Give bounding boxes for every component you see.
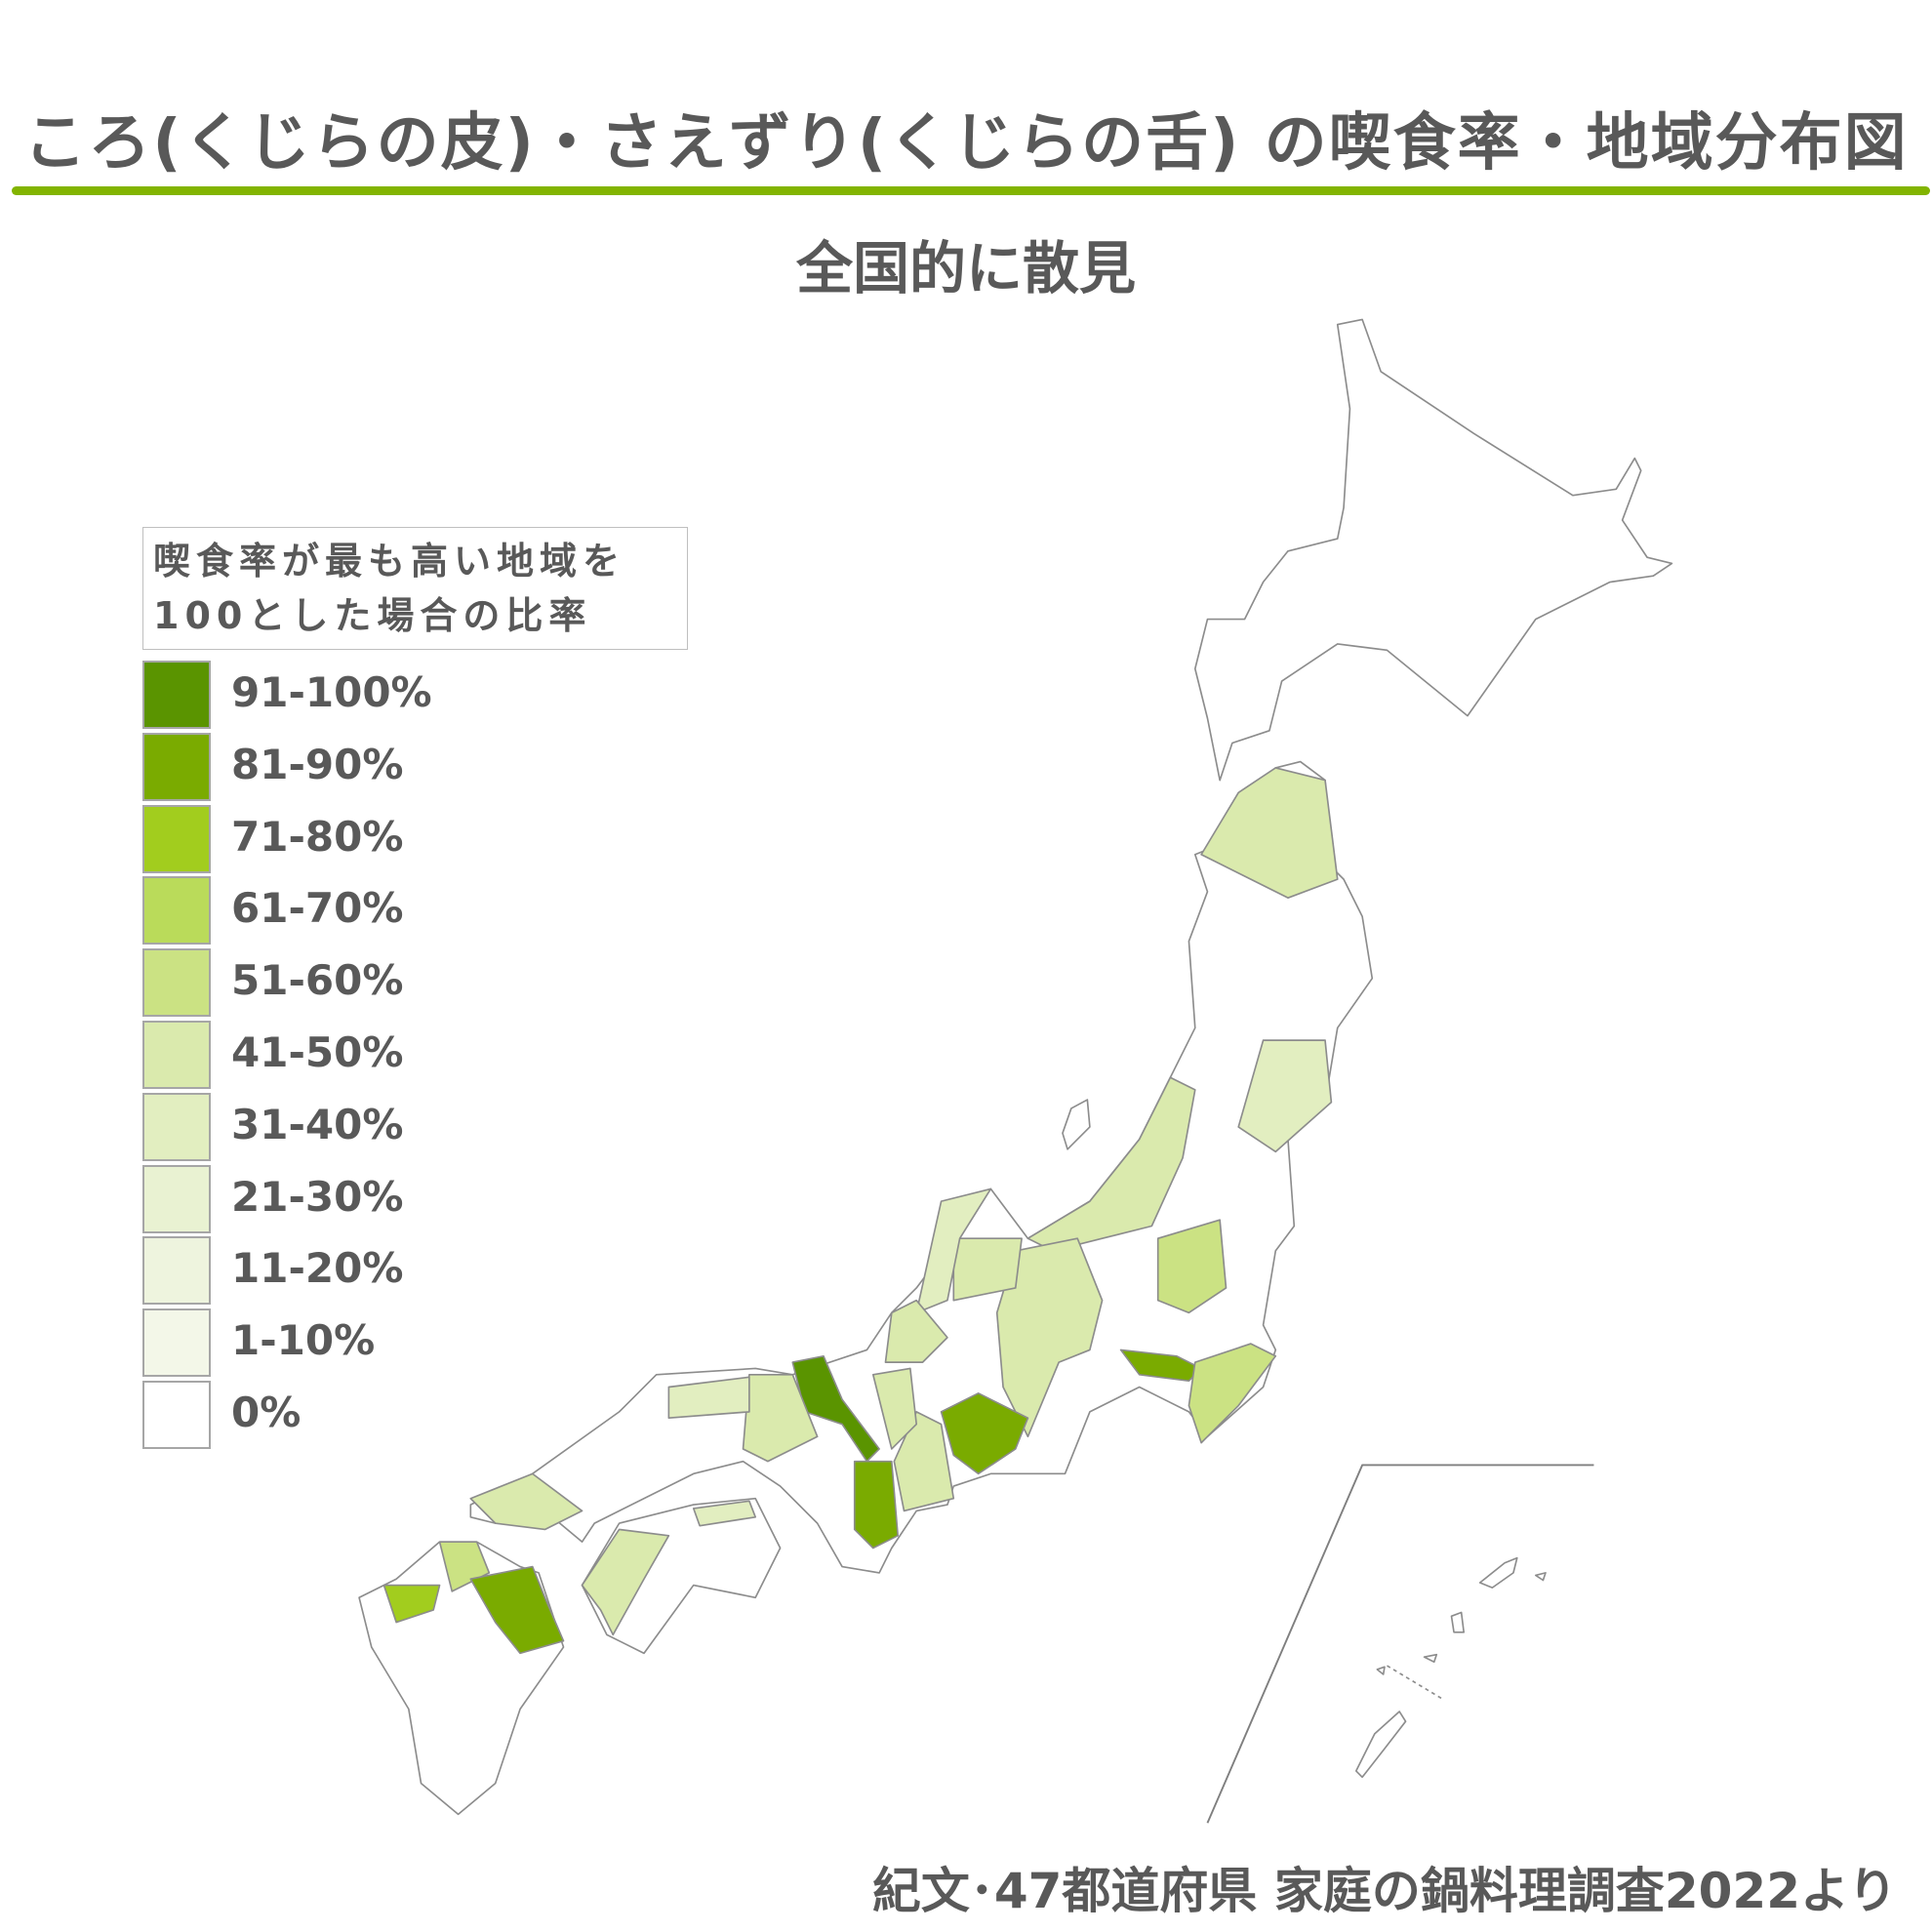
prefecture-mie (893, 1411, 955, 1512)
legend-swatch (142, 1381, 211, 1449)
legend-item: 91-100% (142, 661, 630, 733)
legend-label: 31-40% (231, 1100, 404, 1148)
prefecture-miyagi (1237, 1039, 1333, 1153)
legend-swatch (142, 732, 211, 801)
title-divider (12, 186, 1930, 195)
legend-label: 81-90% (231, 740, 404, 788)
legend-title-line2: 100とした場合の比率 (153, 594, 592, 637)
prefecture-ehime (581, 1528, 670, 1636)
prefecture-hyogo (742, 1373, 819, 1463)
legend-label: 71-80% (231, 812, 404, 861)
legend-label: 91-100% (231, 668, 432, 716)
prefecture-toyama (952, 1237, 1023, 1302)
legend-swatch (142, 661, 211, 729)
legend-title: 喫食率が最も高い地域を 100とした場合の比率 (142, 527, 688, 650)
legend-item: 41-50% (142, 1021, 630, 1093)
legend-label: 11-20% (231, 1244, 404, 1293)
prefecture-tottori (667, 1376, 750, 1420)
legend-item: 71-80% (142, 804, 630, 877)
prefecture-ishikawa (915, 1187, 992, 1314)
legend-swatch (142, 876, 211, 946)
inset-dashed-line (1387, 1665, 1444, 1701)
prefecture-nagano (995, 1237, 1104, 1438)
legend-item: 0% (142, 1381, 630, 1453)
prefecture-niigata (1026, 1076, 1196, 1252)
prefecture-yamaguchi (469, 1472, 584, 1531)
legend-label: 51-60% (231, 956, 404, 1005)
prefecture-tochigi (1156, 1219, 1228, 1314)
legend-title-line1: 喫食率が最も高い地域を (153, 540, 626, 583)
prefecture-oita (469, 1565, 565, 1655)
legend-label: 1-10% (231, 1316, 376, 1365)
legend-item: 11-20% (142, 1236, 630, 1308)
legend-swatch (142, 948, 211, 1018)
prefecture-aomori (1200, 767, 1339, 899)
legend-label: 41-50% (231, 1028, 404, 1076)
legend-item: 31-40% (142, 1092, 630, 1165)
prefecture-kyoto (791, 1354, 880, 1463)
legend-item: 1-10% (142, 1308, 630, 1381)
sado-island (1062, 1099, 1091, 1150)
prefecture-aichi (940, 1392, 1029, 1475)
legend-item: 61-70% (142, 876, 630, 948)
legend-label: 0% (231, 1389, 302, 1436)
inset-divider (1206, 1464, 1594, 1824)
legend-swatch (142, 804, 211, 873)
legend-label: 21-30% (231, 1172, 404, 1221)
legend-swatch (142, 1092, 211, 1161)
prefecture-shiga (871, 1367, 918, 1450)
legend-item: 21-30% (142, 1164, 630, 1237)
source-note: 紀文･47都道府県 家庭の鍋料理調査2022より (871, 1863, 1897, 1919)
legend-item: 81-90% (142, 732, 630, 805)
legend-swatch (142, 1164, 211, 1233)
legend-swatch (142, 1308, 211, 1378)
page-subtitle: 全国的に散見 (795, 235, 1136, 302)
prefecture-saga (382, 1584, 441, 1624)
legend-item: 51-60% (142, 948, 630, 1021)
prefecture-nara (853, 1460, 899, 1550)
page-title: ころ(くじらの皮)・さえずり(くじらの舌) の喫食率・地域分布図 (23, 107, 1909, 180)
okinawa-islands (1354, 1556, 1547, 1779)
hokkaido (1193, 318, 1673, 782)
legend-swatch (142, 1021, 211, 1089)
prefecture-fukui (884, 1299, 948, 1363)
prefecture-chiba (1187, 1343, 1277, 1444)
prefecture-kagawa (692, 1500, 757, 1527)
legend-swatch (142, 1236, 211, 1306)
legend-label: 61-70% (231, 884, 404, 933)
